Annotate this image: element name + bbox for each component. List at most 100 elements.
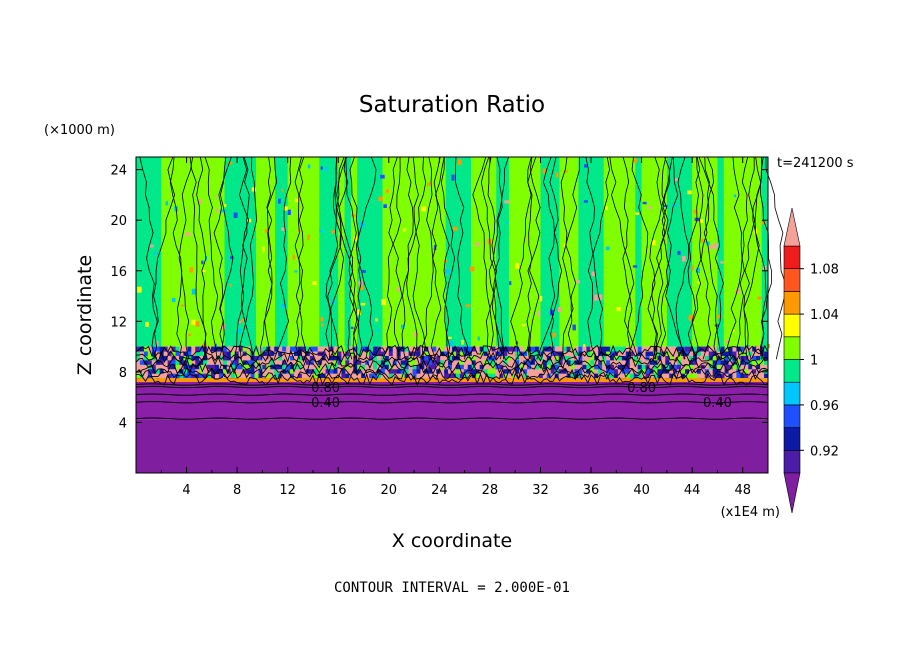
- mixed-cell: [728, 364, 733, 370]
- speckle-cell: [189, 267, 194, 273]
- mixed-cell: [558, 359, 564, 365]
- mixed-cell: [610, 364, 615, 370]
- mixed-cell: [740, 368, 745, 374]
- mixed-cell: [246, 355, 252, 361]
- contour-line: [294, 156, 307, 360]
- mixed-cell: [345, 355, 350, 361]
- mixed-cell: [554, 355, 560, 361]
- mixed-cell: [203, 368, 208, 374]
- mixed-cell: [333, 359, 338, 365]
- mixed-cell: [602, 346, 607, 352]
- mixed-cell: [606, 359, 611, 365]
- mixed-cell: [218, 373, 224, 379]
- mixed-cell: [211, 373, 216, 379]
- mixed-cell: [238, 368, 244, 374]
- mixed-cell: [325, 368, 331, 374]
- mixed-cell: [610, 355, 615, 361]
- mixed-cell: [673, 346, 678, 352]
- mixed-cell: [297, 351, 303, 356]
- mixed-cell: [613, 373, 619, 379]
- upper-cell: [439, 157, 447, 347]
- contour-line: [562, 156, 580, 360]
- upper-cell: [572, 157, 579, 347]
- mixed-cell: [290, 355, 295, 361]
- mixed-cell: [692, 359, 698, 365]
- speckle-cell: [321, 323, 324, 327]
- mixed-cell: [222, 355, 228, 361]
- mixed-cell: [286, 364, 291, 370]
- mixed-cell: [495, 368, 500, 374]
- mixed-cell: [412, 346, 417, 352]
- mixed-cell: [388, 373, 394, 379]
- mixed-cell: [444, 373, 449, 379]
- mixed-cell: [305, 364, 311, 370]
- mixed-cell: [617, 359, 623, 365]
- mixed-cell: [207, 359, 212, 365]
- mixed-cell: [365, 364, 370, 370]
- speckle-cell: [537, 310, 541, 317]
- colorbar-tick-label: 0.92: [810, 444, 839, 459]
- mixed-cell: [629, 351, 635, 356]
- mixed-cell: [369, 373, 374, 379]
- mixed-cell: [203, 364, 208, 370]
- mixed-cell: [602, 351, 607, 356]
- mixed-cell: [629, 364, 635, 370]
- mixed-cell: [621, 359, 627, 365]
- mixed-cell: [471, 359, 477, 365]
- mixed-cell: [440, 355, 445, 361]
- mixed-cell: [361, 364, 366, 370]
- speckle-cell: [714, 324, 719, 327]
- mixed-cell: [317, 359, 323, 365]
- x-unit-label: (x1E4 m): [721, 505, 780, 520]
- mixed-cell: [606, 368, 611, 374]
- mixed-cell: [258, 368, 263, 374]
- mixed-cell: [582, 355, 587, 361]
- mixed-cell: [491, 368, 496, 374]
- mixed-cell: [211, 346, 216, 352]
- speckle-cell: [376, 329, 379, 332]
- mixed-cell: [455, 373, 461, 379]
- mixed-cell: [282, 355, 287, 361]
- mixed-cell: [764, 368, 769, 374]
- mixed-cell: [602, 355, 607, 361]
- mixed-cell: [254, 355, 259, 361]
- mixed-cell: [258, 355, 263, 361]
- mixed-cell: [716, 346, 722, 352]
- speckle-cell: [294, 270, 298, 273]
- mixed-cell: [617, 373, 623, 379]
- mixed-cell: [424, 359, 429, 365]
- mixed-cell: [353, 351, 358, 356]
- mixed-cell: [412, 364, 417, 370]
- mixed-cell: [752, 364, 757, 370]
- mixed-cell: [317, 355, 323, 361]
- speckle-cell: [461, 339, 464, 345]
- mixed-cell: [321, 351, 327, 356]
- contour-line: [609, 156, 639, 360]
- y-tick-label: 4: [119, 416, 127, 431]
- mixed-cell: [139, 351, 145, 356]
- mixed-cell: [724, 346, 729, 352]
- contour-line: [382, 156, 402, 360]
- mixed-cell: [519, 346, 524, 352]
- mixed-cell: [708, 355, 714, 361]
- mixed-cell: [207, 368, 212, 374]
- mixed-cell: [329, 373, 334, 379]
- mixed-cell: [353, 355, 358, 361]
- mixed-cell: [728, 351, 733, 356]
- upper-cell: [287, 157, 295, 347]
- mixed-cell: [361, 368, 366, 374]
- mixed-cell: [163, 373, 169, 379]
- mixed-cell: [578, 368, 583, 374]
- mixed-cell: [744, 368, 749, 374]
- mixed-cell: [373, 364, 378, 370]
- mixed-cell: [353, 373, 358, 379]
- mixed-cell: [337, 359, 342, 365]
- mixed-cell: [720, 373, 726, 379]
- mixed-cell: [637, 346, 643, 352]
- upper-cell: [502, 157, 510, 347]
- mixed-cell: [594, 373, 599, 379]
- mixed-cell: [531, 351, 536, 356]
- mixed-cell: [290, 346, 295, 352]
- mixed-cell: [313, 373, 319, 379]
